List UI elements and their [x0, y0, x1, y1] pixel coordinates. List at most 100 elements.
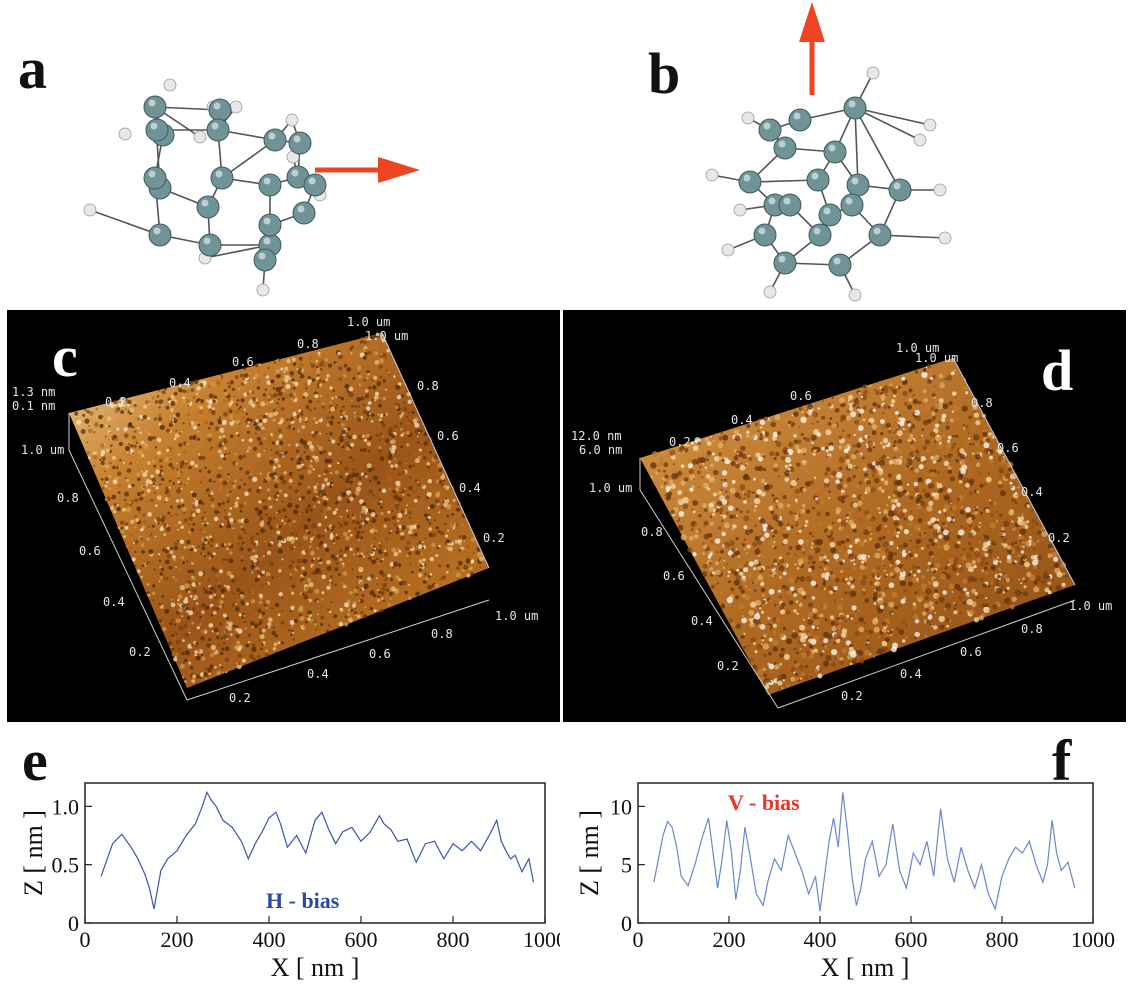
afm-d-zmax: 12.0 nm: [571, 429, 622, 443]
afm-c-bottom-tick: 0.2: [229, 691, 251, 705]
x-tick-label: 200: [713, 927, 746, 952]
x-tick-label: 1000: [523, 927, 560, 952]
plot-f-series-line: [653, 792, 1076, 912]
hydrogen-atom: [866, 66, 880, 80]
carbon-atom: [773, 136, 797, 160]
hydrogen-atom: [285, 113, 299, 127]
plot-f-frame: [637, 782, 1094, 924]
carbon-atom: [788, 108, 812, 132]
hydrogen-atom: [938, 231, 952, 245]
carbon-atom: [868, 223, 892, 247]
hydrogen-atom: [193, 130, 207, 144]
y-tick-label: 0: [68, 911, 79, 936]
afm-c-right-tick: 0.4: [459, 481, 481, 495]
x-tick-label: 200: [161, 927, 194, 952]
hydrogen-atom: [163, 78, 177, 92]
afm-image-c: 1.3 nm 0.1 nm 1.0 um 1.0 um 1.0 um 1.0 u…: [7, 310, 560, 722]
hydrogen-atom: [733, 203, 747, 217]
carbon-atom: [143, 95, 167, 119]
hydrogen-atom: [763, 285, 777, 299]
carbon-atom: [208, 98, 232, 122]
molecule-a-atoms: [83, 78, 327, 297]
afm-d-corner-top: 1.0 um: [896, 341, 939, 355]
afm-c-back-tick: 0.4: [169, 376, 191, 390]
carbon-atom: [846, 173, 870, 197]
x-tick-label: 0: [80, 927, 91, 952]
afm-d-left-tick: 0.2: [717, 659, 739, 673]
afm-d-back-tick: 0.2: [669, 435, 691, 449]
afm-d-zmin: 6.0 nm: [579, 443, 622, 457]
x-tick-label: 600: [345, 927, 378, 952]
afm-d-bottom-tick: 0.6: [960, 645, 982, 659]
hydrogen-atom: [229, 100, 243, 114]
plot-e-ylabel: Z [ nm ]: [19, 810, 48, 896]
carbon-atom: [823, 140, 847, 164]
afm-d-back-tick: 0.6: [790, 389, 812, 403]
carbon-atom: [288, 131, 312, 155]
x-tick-label: 400: [804, 927, 837, 952]
afm-d-corner-left: 1.0 um: [589, 481, 632, 495]
afm-d-left-tick: 0.4: [691, 614, 713, 628]
afm-d-back-tick: 0.4: [731, 413, 753, 427]
afm-d-right-tick: 0.6: [997, 441, 1019, 455]
afm-d-left-tick: 0.8: [641, 525, 663, 539]
hydrogen-atom: [933, 183, 947, 197]
carbon-atom: [818, 203, 842, 227]
carbon-atom: [738, 170, 762, 194]
afm-c-zmin: 0.1 nm: [12, 399, 55, 413]
plot-e-frame: [84, 782, 546, 924]
carbon-atom: [758, 118, 782, 142]
vertical-arrow-icon: [799, 2, 825, 95]
afm-c-zmax: 1.3 nm: [12, 385, 55, 399]
carbon-atom: [145, 118, 169, 142]
afm-d-texture: [650, 364, 1068, 692]
carbon-atom: [840, 193, 864, 217]
plot-e: 0 0.5 1.0 0 200 400 600 800 1000 H - bias X [ n…: [0, 770, 560, 984]
x-tick-label: 0: [633, 927, 644, 952]
afm-d-bottom-tick: 0.8: [1021, 622, 1043, 636]
carbon-atom: [148, 223, 172, 247]
hydrogen-atom: [83, 203, 97, 217]
carbon-atom: [258, 213, 282, 237]
hydrogen-atom: [741, 111, 755, 125]
x-tick-label: 600: [895, 927, 928, 952]
carbon-atom: [253, 248, 277, 272]
carbon-atom: [778, 193, 802, 217]
afm-c-left-tick: 0.2: [129, 645, 151, 659]
afm-d-corner-right: 1.0 um: [1069, 599, 1112, 613]
x-tick-label: 800: [437, 927, 470, 952]
y-tick-label: 10: [610, 794, 632, 819]
afm-c-corner-right: 1.0 um: [495, 609, 538, 623]
hydrogen-atom: [256, 283, 270, 297]
hydrogen-atom: [848, 288, 862, 302]
afm-d-axes: [639, 357, 1076, 709]
afm-c-right-tick: 0.6: [437, 429, 459, 443]
plot-e-xlabel: X [ nm ]: [271, 953, 360, 982]
panel-label-b: b: [648, 41, 681, 106]
afm-c-left-tick: 0.8: [57, 491, 79, 505]
plot-f-annotation: V - bias: [728, 790, 800, 815]
carbon-atom: [808, 223, 832, 247]
carbon-atom: [258, 173, 282, 197]
afm-c-left-tick: 0.4: [103, 595, 125, 609]
molecule-b-atoms: [705, 66, 952, 302]
afm-d-bottom-tick: 0.4: [900, 667, 922, 681]
y-tick-label: 5: [621, 853, 632, 878]
afm-d-right-tick: 0.8: [971, 396, 993, 410]
afm-c-bottom-tick: 0.6: [369, 647, 391, 661]
x-tick-label: 400: [253, 927, 286, 952]
carbon-atom: [888, 178, 912, 202]
y-tick-label: 1.0: [52, 794, 80, 819]
afm-d-right-tick: 0.4: [1021, 485, 1043, 499]
panel-label-e: e: [22, 728, 48, 793]
carbon-atom: [828, 253, 852, 277]
hydrogen-atom: [118, 127, 132, 141]
x-tick-label: 1000: [1071, 927, 1115, 952]
afm-d-bottom-tick: 0.2: [841, 689, 863, 703]
afm-c-texture: [74, 332, 484, 683]
panel-label-a: a: [18, 36, 47, 101]
hydrogen-atom: [721, 243, 735, 257]
carbon-atom: [303, 173, 327, 197]
plot-f: 0 5 10 0 200 400 600 800 1000 V - bias X [ nm ]…: [560, 770, 1129, 984]
afm-image-d: 12.0 nm 6.0 nm 1.0 um 1.0 um 1.0 um 1.0 …: [563, 310, 1126, 722]
